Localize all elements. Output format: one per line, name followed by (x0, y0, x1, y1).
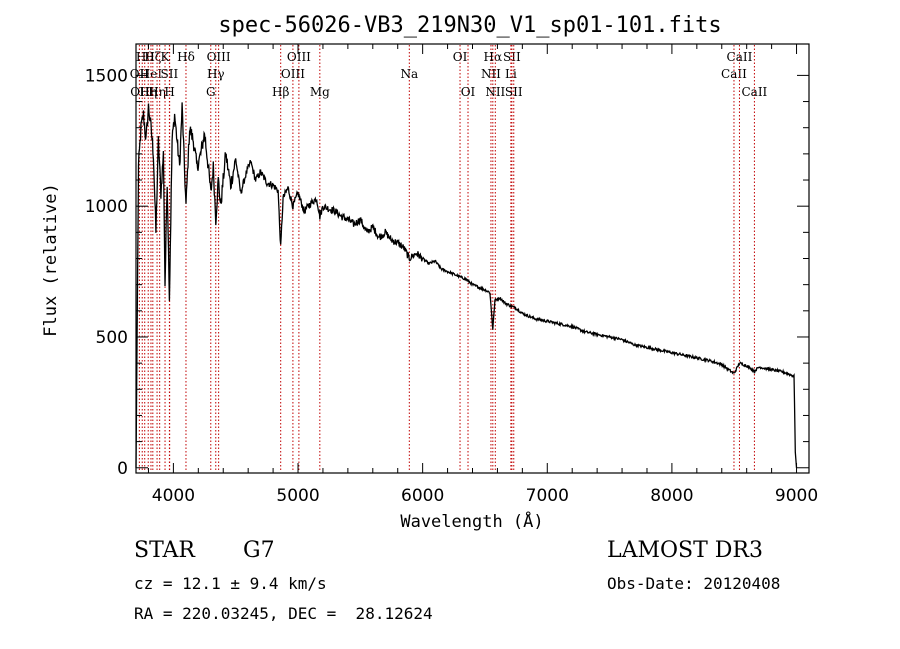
line-marker-label: G (206, 85, 216, 99)
line-marker-label: Hγ (207, 67, 225, 81)
line-marker-label: OIII (281, 67, 305, 81)
y-tick-label: 0 (117, 459, 128, 479)
line-marker-label: K (161, 50, 171, 64)
plot-frame (135, 43, 810, 474)
obs-date: Obs-Date: 20120408 (607, 574, 781, 593)
line-marker-label: CaII (721, 67, 747, 81)
line-marker-label: Hδ (177, 50, 195, 64)
line-marker-label: NII (485, 85, 505, 99)
y-axis-label: Flux (relative) (41, 183, 61, 337)
spectral-subclass: G7 (243, 538, 275, 563)
line-marker-label: Hθ (136, 50, 154, 64)
line-marker-label: Li (505, 67, 517, 81)
spectral-class: STAR (134, 538, 195, 563)
x-tick-label: 5000 (276, 486, 319, 506)
survey-label: LAMOST DR3 (607, 538, 763, 563)
line-marker-label: Na (400, 67, 418, 81)
line-marker-label: OIII (207, 50, 231, 64)
line-marker-label: Hη (148, 85, 166, 99)
y-axis-ticks: 0 500 1000 1500 (85, 66, 809, 479)
line-marker-label: Mg (310, 85, 330, 99)
line-marker-label: SII (503, 50, 521, 64)
line-marker-label: SII (505, 85, 523, 99)
x-tick-label: 4000 (152, 486, 195, 506)
line-marker-label: HeI (140, 67, 163, 81)
x-axis-ticks: 4000 5000 6000 7000 8000 9000 (147, 44, 818, 506)
line-marker-label: H (164, 85, 174, 99)
x-tick-label: 7000 (526, 486, 569, 506)
spectrum-line (135, 102, 798, 468)
line-marker-label: CaII (727, 50, 753, 64)
coordinates-line: RA = 220.03245, DEC = 28.12624 (134, 604, 433, 623)
x-tick-label: 6000 (401, 486, 444, 506)
line-marker-label: OIII (287, 50, 311, 64)
y-tick-label: 1500 (85, 66, 128, 86)
y-tick-label: 500 (96, 328, 128, 348)
line-marker-label: OI (461, 85, 476, 99)
line-marker-label: Hβ (272, 85, 289, 99)
line-marker-label: CaII (741, 85, 767, 99)
chart-title: spec-56026-VB3_219N30_V1_sp01-101.fits (218, 13, 721, 38)
line-marker-label: OI (453, 50, 468, 64)
line-marker-label: Hα (484, 50, 503, 64)
y-tick-label: 1000 (85, 197, 128, 217)
x-axis-label: Wavelength (Å) (400, 510, 543, 532)
x-tick-label: 9000 (775, 486, 818, 506)
line-marker-label: NII (481, 67, 501, 81)
x-tick-label: 8000 (650, 486, 693, 506)
redshift-line: cz = 12.1 ± 9.4 km/s (134, 574, 327, 593)
line-markers: OIIOIIIHθHηHeIHζHηKSIIHHδGHγOIIIHβOIIIOI… (130, 45, 768, 472)
